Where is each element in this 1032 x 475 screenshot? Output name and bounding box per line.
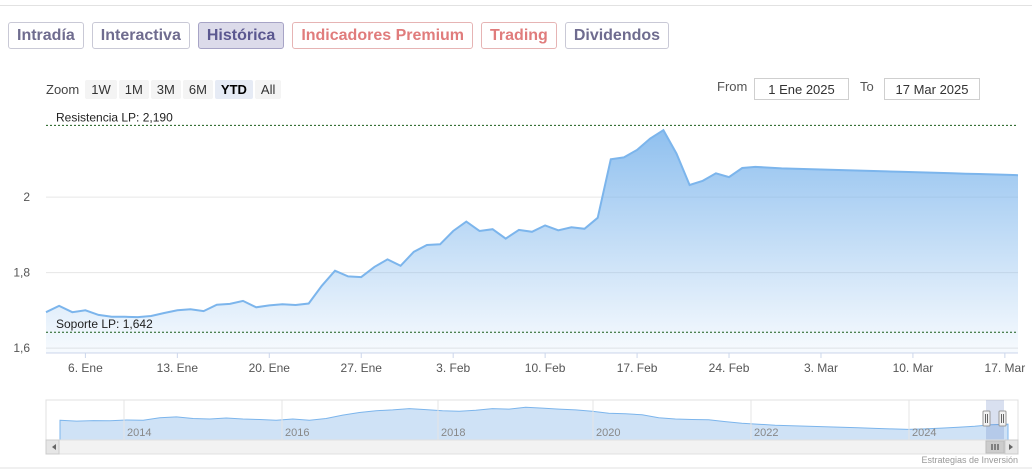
tab-dividendos[interactable]: Dividendos <box>564 22 670 49</box>
navigator-year-label: 2016 <box>285 427 309 439</box>
from-label: From <box>717 79 748 94</box>
navigator-year-label: 2018 <box>441 427 465 439</box>
x-tick-label: 10. Mar <box>893 361 934 375</box>
to-label: To <box>860 79 874 94</box>
zoom-3m-button[interactable]: 3M <box>150 80 181 99</box>
price-area <box>46 130 1018 353</box>
x-tick-label: 24. Feb <box>709 361 750 375</box>
tab-hist-rica[interactable]: Histórica <box>197 22 285 49</box>
navigator-series <box>59 406 1009 441</box>
y-tick-label: 1,6 <box>13 341 30 355</box>
zoom-ytd-button[interactable]: YTD <box>214 80 253 99</box>
x-tick-label: 17. Feb <box>617 361 658 375</box>
navigator-left-handle[interactable] <box>982 410 991 427</box>
zoom-label: Zoom <box>46 82 80 97</box>
price-line <box>45 128 1019 319</box>
top-divider <box>0 5 1032 6</box>
scroll-left-arrow-icon <box>52 444 56 450</box>
tab-intrad-a[interactable]: Intradía <box>8 22 84 49</box>
chart-credit: Estrategias de Inversión <box>921 455 1018 465</box>
y-tick-label: 2 <box>23 190 30 204</box>
x-tick-label: 3. Mar <box>804 361 838 375</box>
navigator-year-label: 2014 <box>127 427 151 439</box>
x-tick-label: 27. Ene <box>341 361 383 375</box>
x-tick-label: 3. Feb <box>436 361 470 375</box>
navigator-year-label: 2022 <box>754 427 778 439</box>
zoom-1m-button[interactable]: 1M <box>118 80 149 99</box>
navigator-year-label: 2024 <box>912 427 936 439</box>
navigator-selection[interactable] <box>986 400 1004 440</box>
x-tick-label: 20. Ene <box>249 361 291 375</box>
to-date-input[interactable]: 17 Mar 2025 <box>884 78 980 100</box>
x-tick-label: 6. Ene <box>68 361 103 375</box>
navigator-year-label: 2020 <box>596 427 620 439</box>
tab-trading[interactable]: Trading <box>481 22 557 49</box>
y-tick-label: 1,8 <box>13 266 30 280</box>
tab-bar: Intradía Interactiva Histórica Indicadores … <box>8 22 670 49</box>
zoom-1w-button[interactable]: 1W <box>85 80 117 99</box>
resistance-label: Resistencia LP: 2,190 <box>56 110 173 124</box>
zoom-all-button[interactable]: All <box>254 80 282 99</box>
support-label: Soporte LP: 1,642 <box>56 317 153 331</box>
x-tick-label: 17. Mar <box>985 361 1026 375</box>
navigator-right-handle[interactable] <box>998 410 1007 427</box>
tab-interactiva[interactable]: Interactiva <box>91 22 190 49</box>
scrollbar-track[interactable] <box>45 439 1019 455</box>
x-tick-label: 13. Ene <box>157 361 199 375</box>
from-date-input[interactable]: 1 Ene 2025 <box>754 78 849 100</box>
x-tick-label: 10. Feb <box>525 361 566 375</box>
zoom-controls: Zoom 1W 1M 3M 6M YTD All <box>46 80 283 99</box>
scroll-right-arrow-icon <box>1009 444 1013 450</box>
tab-indicadores-premium[interactable]: Indicadores Premium <box>292 22 474 49</box>
zoom-6m-button[interactable]: 6M <box>182 80 213 99</box>
